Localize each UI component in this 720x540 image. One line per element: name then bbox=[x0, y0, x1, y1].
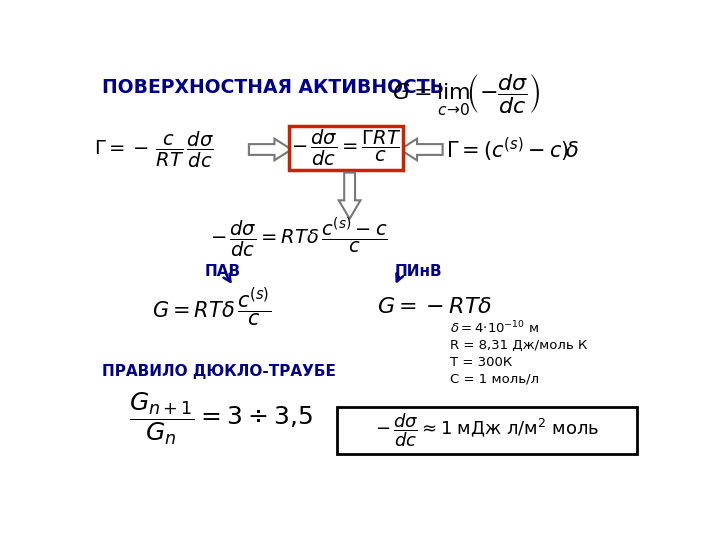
Text: $G = RT\delta\,\dfrac{c^{(s)}}{c}$: $G = RT\delta\,\dfrac{c^{(s)}}{c}$ bbox=[152, 286, 271, 329]
Text: $\delta = 4{\cdot}10^{-10}$ м: $\delta = 4{\cdot}10^{-10}$ м bbox=[451, 320, 539, 336]
Polygon shape bbox=[400, 139, 443, 160]
Text: $-\,\dfrac{d\sigma}{dc} = \dfrac{\Gamma RT}{c}$: $-\,\dfrac{d\sigma}{dc} = \dfrac{\Gamma … bbox=[291, 127, 401, 167]
FancyBboxPatch shape bbox=[289, 126, 403, 170]
Text: $\dfrac{G_{n+1}}{G_n} = 3 \div 3{,}5$: $\dfrac{G_{n+1}}{G_n} = 3 \div 3{,}5$ bbox=[129, 391, 312, 447]
Text: С = 1 моль/л: С = 1 моль/л bbox=[451, 373, 539, 386]
Text: ПОВЕРХНОСТНАЯ АКТИВНОСТЬ: ПОВЕРХНОСТНАЯ АКТИВНОСТЬ bbox=[102, 78, 444, 97]
Text: $-\,\dfrac{d\sigma}{dc} \approx 1\;$мДж л/м$^2$ моль: $-\,\dfrac{d\sigma}{dc} \approx 1\;$мДж … bbox=[375, 411, 599, 449]
Text: ПИнВ: ПИнВ bbox=[395, 264, 442, 279]
Polygon shape bbox=[339, 173, 361, 219]
Text: R = 8,31 Дж/моль К: R = 8,31 Дж/моль К bbox=[451, 339, 588, 352]
Polygon shape bbox=[249, 139, 292, 160]
Text: T = 300К: T = 300К bbox=[451, 355, 513, 368]
FancyBboxPatch shape bbox=[337, 407, 637, 455]
Text: ПАВ: ПАВ bbox=[204, 264, 240, 279]
Text: ПРАВИЛО ДЮКЛО-ТРАУБЕ: ПРАВИЛО ДЮКЛО-ТРАУБЕ bbox=[102, 364, 336, 379]
Text: $G = -RT\delta$: $G = -RT\delta$ bbox=[377, 298, 492, 318]
Text: $G = \lim_{c \to 0}\!\left(-\dfrac{d\sigma}{dc}\right)$: $G = \lim_{c \to 0}\!\left(-\dfrac{d\sig… bbox=[392, 73, 541, 118]
Text: $\Gamma = -\,\dfrac{c}{RT}\,\dfrac{d\sigma}{dc}$: $\Gamma = -\,\dfrac{c}{RT}\,\dfrac{d\sig… bbox=[94, 130, 214, 170]
Text: $-\,\dfrac{d\sigma}{dc} = RT\delta\,\dfrac{c^{(s)}-c}{c}$: $-\,\dfrac{d\sigma}{dc} = RT\delta\,\dfr… bbox=[210, 216, 388, 260]
Text: $\Gamma = \left(c^{(s)}-c\right)\!\delta$: $\Gamma = \left(c^{(s)}-c\right)\!\delta… bbox=[446, 136, 580, 164]
